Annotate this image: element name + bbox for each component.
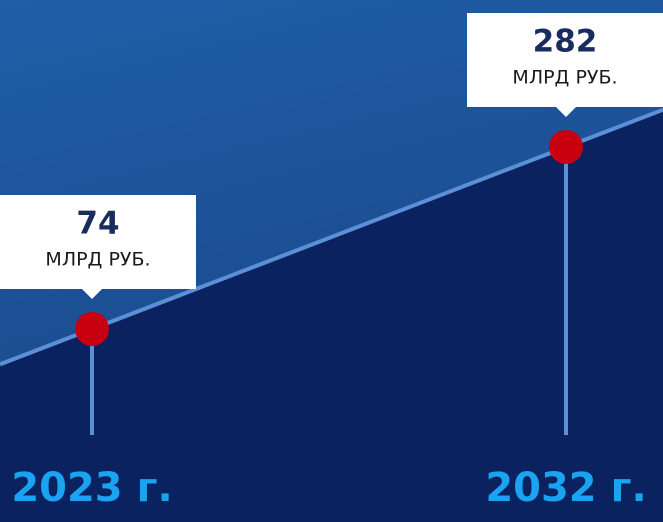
point — [75, 312, 109, 346]
x-tick-label: 2032 г. — [485, 465, 646, 511]
value-label: 282 — [533, 24, 598, 60]
value-label: 74 — [76, 206, 119, 242]
point — [549, 130, 583, 164]
chart: 74 МЛРД РУБ. 2023 г. 282 МЛРД РУБ. 2032 г. — [0, 0, 663, 522]
unit-label: МЛРД РУБ. — [45, 249, 150, 271]
x-tick-label: 2023 г. — [11, 465, 172, 511]
unit-label: МЛРД РУБ. — [512, 67, 617, 89]
